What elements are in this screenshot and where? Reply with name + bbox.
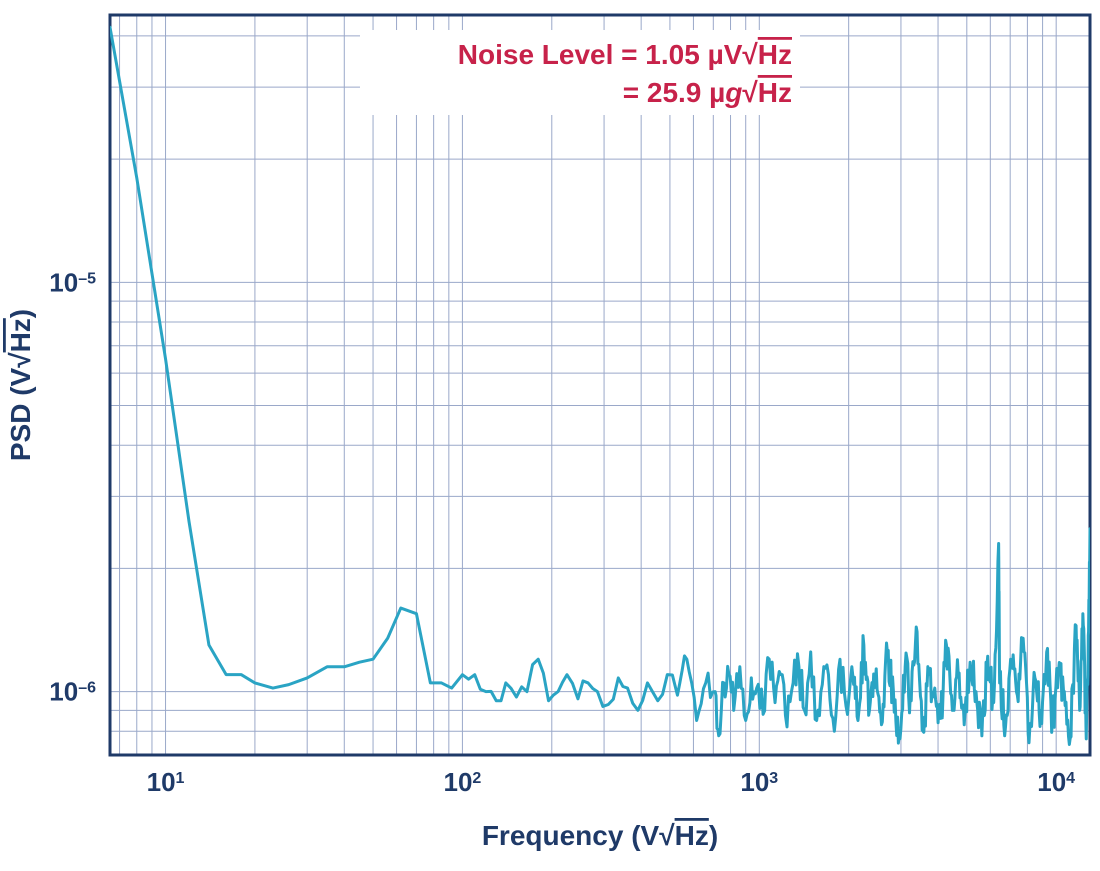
annotation-line-2: = 25.9 µg√Hz	[623, 77, 792, 108]
x-axis-label: Frequency (V√Hz)	[482, 820, 718, 851]
psd-chart: Noise Level = 1.05 µV√Hz= 25.9 µg√Hz1011…	[0, 0, 1100, 871]
chart-svg: Noise Level = 1.05 µV√Hz= 25.9 µg√Hz1011…	[0, 0, 1100, 871]
annotation-line-1: Noise Level = 1.05 µV√Hz	[458, 39, 792, 70]
y-axis-label: PSD (V√Hz)	[5, 309, 36, 461]
